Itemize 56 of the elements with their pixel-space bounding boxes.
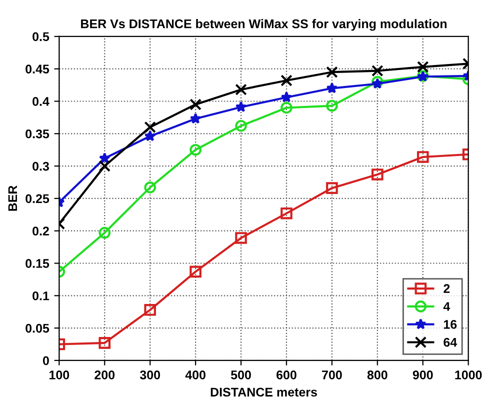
point: [416, 61, 429, 73]
point: [280, 74, 292, 86]
x-tick-label: 900: [412, 370, 433, 380]
point: [416, 151, 429, 163]
point: [326, 182, 338, 194]
point: [144, 304, 156, 316]
point: [190, 112, 202, 124]
y-tick-label: 0.1: [32, 291, 50, 300]
x-tick-label: 700: [322, 370, 342, 380]
point: [372, 64, 384, 77]
point: [144, 130, 156, 142]
y-tick-label: 0.5: [32, 32, 50, 42]
y-tick-label: 0: [42, 356, 49, 366]
y-tick-label: 0.45: [26, 64, 50, 74]
point: [326, 66, 338, 78]
y-axis-title: BER: [8, 186, 17, 211]
x-tick-label: 400: [185, 370, 206, 380]
x-tick-label: 600: [276, 370, 296, 380]
point: [98, 226, 111, 239]
x-tick-label: 1000: [455, 370, 482, 380]
point: [280, 91, 292, 102]
point: [235, 84, 247, 96]
point: [144, 182, 156, 194]
legend-label: 16: [444, 320, 457, 329]
x-tick-label: 500: [230, 370, 251, 380]
point: [190, 98, 202, 110]
point: [144, 121, 156, 134]
y-tick-label: 0.05: [26, 324, 50, 333]
x-tick-label: 200: [94, 370, 115, 380]
chart-title: BER Vs DISTANCE between WiMax SS for varying modulation: [81, 19, 447, 31]
y-tick-label: 0.2: [32, 226, 49, 236]
legend-label: 64: [444, 338, 458, 347]
x-tick-label: 300: [140, 370, 160, 380]
point: [235, 120, 247, 132]
y-tick-label: 0.35: [26, 129, 50, 138]
point: [98, 152, 110, 164]
x-axis-title: DISTANCE meters: [210, 388, 317, 397]
legend-label: 2: [444, 284, 450, 293]
point: [372, 168, 384, 180]
x-tick-label: 100: [50, 370, 70, 380]
y-tick-label: 0.15: [26, 259, 50, 268]
point: [190, 266, 202, 278]
y-tick-label: 0.25: [26, 194, 50, 204]
point: [190, 144, 202, 156]
legend-label: 4: [443, 302, 450, 311]
point: [235, 101, 247, 112]
point: [235, 232, 247, 244]
x-tick-label: 800: [367, 370, 388, 380]
y-tick-label: 0.4: [32, 97, 50, 106]
point: [326, 82, 338, 94]
y-tick-label: 0.3: [32, 162, 49, 171]
point: [280, 207, 292, 220]
point: [98, 160, 111, 172]
point: [280, 102, 292, 114]
point: [98, 337, 111, 349]
point: [326, 100, 338, 112]
